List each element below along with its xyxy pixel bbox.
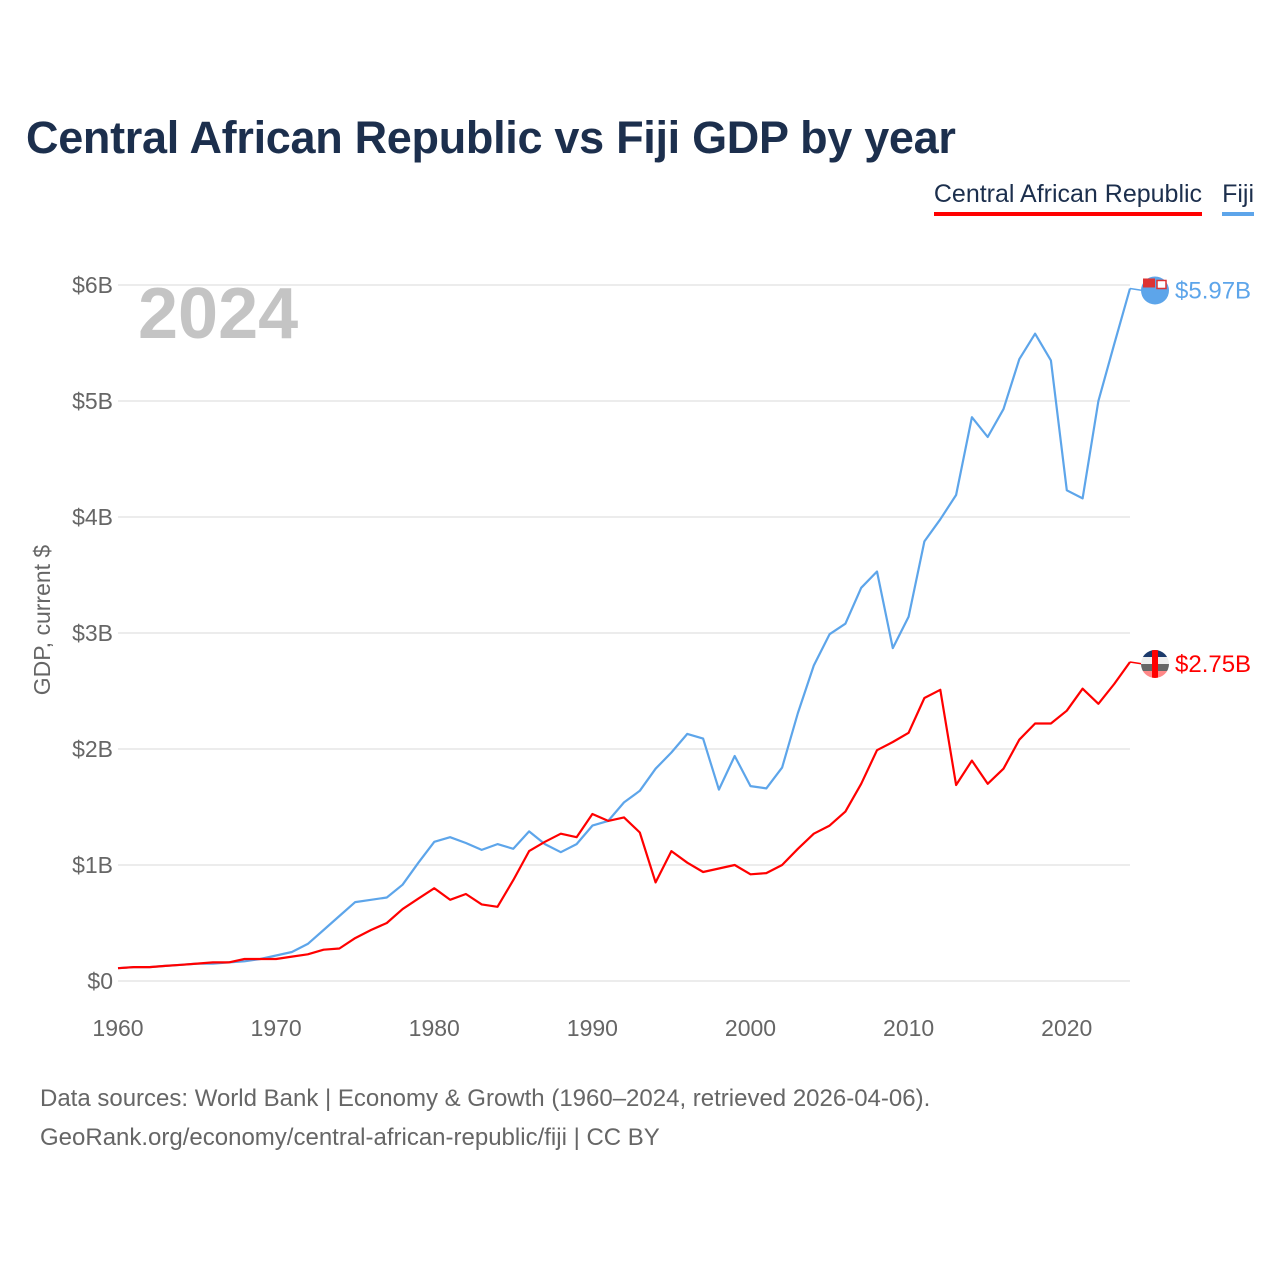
chart-title: Central African Republic vs Fiji GDP by … [26, 112, 956, 163]
y-tick-label: $2B [72, 736, 113, 762]
flag-icon [1141, 650, 1169, 678]
year-watermark: 2024 [138, 274, 298, 354]
legend: Central African Republic Fiji [933, 180, 1254, 216]
y-tick-label: $4B [72, 504, 113, 530]
y-tick-label: $6B [72, 272, 113, 298]
x-tick-label: 2010 [883, 1015, 934, 1041]
end-connector [1129, 287, 1144, 292]
y-axis-label: GDP, current $ [29, 545, 55, 696]
x-tick-label: 2020 [1041, 1015, 1092, 1041]
footer-link[interactable]: GeoRank.org/economy/central-african-repu… [40, 1124, 660, 1151]
end-connector [1129, 661, 1144, 665]
x-tick-label: 1980 [409, 1015, 460, 1041]
y-tick-label: $3B [72, 620, 113, 646]
legend-item-car[interactable]: Central African Republic [933, 180, 1203, 216]
footer-sources: Data sources: World Bank | Economy & Gro… [40, 1085, 931, 1112]
flag-stripe [1152, 650, 1158, 678]
end-value-label: $2.75B [1175, 651, 1251, 678]
series-line-central-african-republic [117, 661, 1131, 970]
flag-union [1143, 278, 1155, 288]
end-value-label: $5.97B [1175, 277, 1251, 304]
y-tick-label: $0 [87, 968, 113, 994]
y-tick-label: $1B [72, 852, 113, 878]
series-line-fiji [117, 288, 1132, 970]
x-tick-label: 1990 [567, 1015, 618, 1041]
x-tick-label: 1960 [92, 1015, 143, 1041]
legend-item-fiji[interactable]: Fiji [1222, 180, 1254, 216]
x-tick-label: 1970 [251, 1015, 302, 1041]
flag-shield [1156, 279, 1167, 290]
y-tick-label: $5B [72, 388, 113, 414]
flag-icon [1141, 276, 1169, 305]
flag-car-icon [1141, 650, 1169, 678]
x-tick-label: 2000 [725, 1015, 776, 1041]
